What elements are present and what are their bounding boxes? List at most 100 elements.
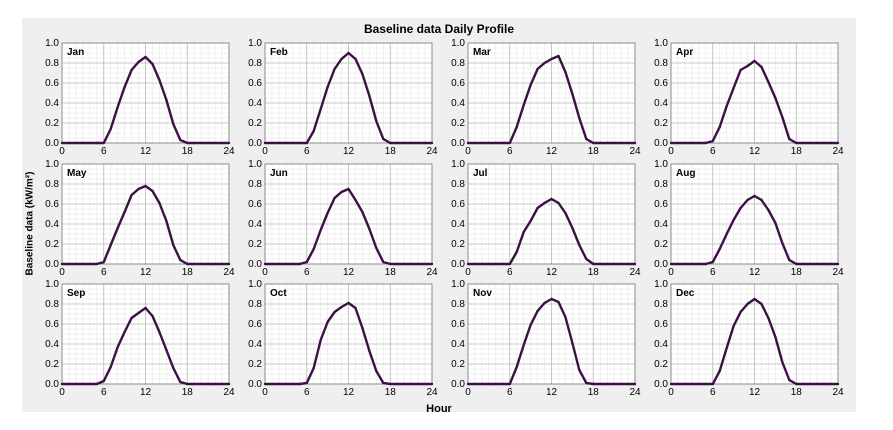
data-point xyxy=(305,260,308,264)
data-point xyxy=(326,320,329,324)
data-point xyxy=(822,382,826,386)
x-tick-label: 24 xyxy=(426,146,438,157)
data-point xyxy=(193,262,196,266)
data-point xyxy=(151,62,154,66)
data-point xyxy=(704,382,707,386)
x-tick-label: 0 xyxy=(262,146,268,157)
y-tick-label: 0.2 xyxy=(45,239,59,250)
data-point xyxy=(760,65,763,69)
data-point xyxy=(305,381,308,385)
y-tick-label: 0.4 xyxy=(45,339,59,350)
data-point xyxy=(739,206,742,210)
x-tick-label: 12 xyxy=(140,267,152,278)
data-point xyxy=(711,260,714,264)
data-point xyxy=(277,141,281,145)
data-point xyxy=(676,382,680,386)
data-point xyxy=(704,141,707,145)
plot-border xyxy=(467,163,636,265)
y-tick-label: 0.6 xyxy=(45,78,59,89)
data-point xyxy=(605,262,609,266)
data-point xyxy=(564,315,567,319)
y-tick-label: 0.0 xyxy=(45,138,59,149)
y-tick-label: 0.0 xyxy=(451,259,465,270)
data-point xyxy=(697,262,701,266)
data-point xyxy=(802,262,805,266)
data-point xyxy=(557,54,560,58)
x-tick-label: 6 xyxy=(710,387,716,398)
data-point xyxy=(179,380,182,384)
y-tick-label: 0.8 xyxy=(451,299,465,310)
y-tick-label: 0.2 xyxy=(451,359,465,370)
data-point xyxy=(361,326,364,330)
data-point xyxy=(389,141,392,145)
data-point xyxy=(270,262,274,266)
data-point xyxy=(158,78,161,82)
x-tick-label: 12 xyxy=(546,387,558,398)
data-point xyxy=(409,382,413,386)
y-tick-label: 0.8 xyxy=(654,299,668,310)
x-tick-label: 6 xyxy=(101,267,107,278)
x-tick-label: 18 xyxy=(385,267,397,278)
data-point xyxy=(815,141,819,145)
data-point xyxy=(130,316,133,320)
panel-aug: 0.0 0.2 0.4 0.6 0.8 1.0 0 6 12 18 24 Aug xyxy=(654,159,844,278)
month-label-jul: Jul xyxy=(473,168,488,179)
data-point xyxy=(375,246,378,250)
data-point xyxy=(333,67,336,71)
data-point xyxy=(767,208,770,212)
panel-jan: 0.0 0.2 0.4 0.6 0.8 1.0 0 6 12 18 24 Jan xyxy=(45,38,235,157)
data-point xyxy=(305,141,308,145)
data-point xyxy=(220,262,224,266)
plot-border xyxy=(467,42,636,144)
data-point xyxy=(536,309,539,313)
y-tick-label: 0.2 xyxy=(451,239,465,250)
x-tick-label: 0 xyxy=(59,387,65,398)
data-point xyxy=(144,55,147,59)
y-tick-label: 0.6 xyxy=(451,78,465,89)
data-point xyxy=(690,141,694,145)
data-point xyxy=(74,141,78,145)
plot-border xyxy=(61,283,230,385)
data-point xyxy=(536,67,539,71)
data-point xyxy=(284,141,288,145)
data-point xyxy=(213,262,217,266)
y-tick-label: 0.8 xyxy=(248,179,262,190)
data-point xyxy=(746,198,749,202)
data-point xyxy=(67,262,71,266)
y-tick-label: 1.0 xyxy=(248,279,262,290)
data-point xyxy=(199,262,203,266)
data-point xyxy=(494,382,498,386)
data-point xyxy=(746,302,749,306)
data-point xyxy=(711,382,714,386)
x-tick-label: 24 xyxy=(832,267,844,278)
data-point xyxy=(137,187,140,191)
data-point xyxy=(774,221,777,225)
x-tick-label: 12 xyxy=(546,146,558,157)
y-tick-label: 0.2 xyxy=(45,118,59,129)
data-point xyxy=(466,141,470,145)
data-point xyxy=(199,141,203,145)
data-point xyxy=(416,262,420,266)
y-tick-label: 0.4 xyxy=(45,98,59,109)
data-point xyxy=(522,103,525,107)
x-tick-label: 18 xyxy=(588,387,600,398)
x-tick-label: 18 xyxy=(385,387,397,398)
data-point xyxy=(592,262,595,266)
data-point xyxy=(822,141,826,145)
data-point xyxy=(815,382,819,386)
data-point xyxy=(822,262,826,266)
x-tick-label: 24 xyxy=(223,387,235,398)
y-tick-label: 0.6 xyxy=(654,199,668,210)
data-point xyxy=(326,211,329,215)
data-point xyxy=(354,306,357,310)
data-point xyxy=(396,262,399,266)
panel-sep: 0.0 0.2 0.4 0.6 0.8 1.0 0 6 12 18 24 Sep xyxy=(45,279,235,398)
data-point xyxy=(781,360,784,364)
data-point xyxy=(788,258,791,262)
data-point xyxy=(220,141,224,145)
data-point xyxy=(172,366,175,370)
y-tick-label: 0.2 xyxy=(451,118,465,129)
x-tick-label: 6 xyxy=(304,146,310,157)
data-point xyxy=(186,141,189,145)
data-point xyxy=(340,305,343,309)
